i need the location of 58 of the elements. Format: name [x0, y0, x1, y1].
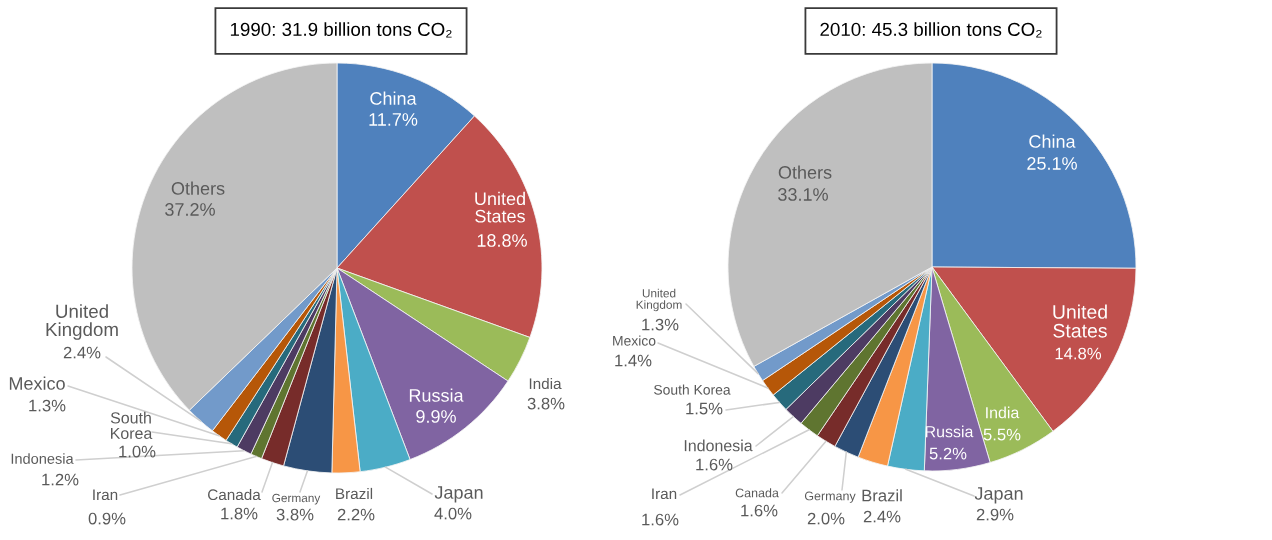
- data-label: 2.4%: [63, 346, 101, 359]
- data-label: 1.5%: [686, 402, 723, 415]
- data-label: 5.5%: [983, 428, 1021, 441]
- data-label: 1.2%: [42, 473, 79, 486]
- data-label: 2.0%: [807, 512, 845, 525]
- slice-label: Canada: [208, 488, 261, 501]
- data-label: 11.7%: [369, 113, 418, 126]
- slice-label: Indonesia: [11, 453, 74, 464]
- data-label: 14.8%: [1055, 347, 1102, 360]
- slice-label: Indonesia: [684, 439, 753, 452]
- slice-label: United States: [475, 191, 525, 223]
- slice-label: Others: [171, 181, 225, 195]
- data-label: 25.1%: [1027, 157, 1077, 170]
- slice-label: China: [370, 91, 417, 105]
- data-label: 1.3%: [642, 318, 679, 331]
- slice-label: Japan: [434, 486, 483, 503]
- slice-label: China: [1029, 134, 1076, 148]
- data-label: 1.6%: [642, 513, 679, 526]
- data-label: 2.2%: [337, 508, 375, 521]
- data-label: 18.8%: [477, 234, 527, 247]
- data-label: 5.2%: [929, 447, 967, 460]
- data-label: 1.3%: [29, 399, 66, 412]
- data-label: 1.8%: [221, 507, 258, 520]
- slice-label: South Korea: [110, 411, 153, 440]
- data-label: 1.4%: [615, 354, 652, 367]
- data-label: 4.0%: [434, 507, 472, 520]
- chart-title: 1990: 31.9 billion tons CO₂: [230, 22, 452, 38]
- slice-label: Russia: [925, 425, 974, 438]
- slice-label: United States: [1053, 304, 1107, 338]
- slice-label: Mexico: [613, 335, 656, 346]
- slice-label: Mexico: [9, 376, 65, 390]
- data-label: 1.0%: [119, 445, 156, 458]
- slice-label: Germany: [804, 491, 856, 503]
- slice-label: Japan: [974, 487, 1023, 504]
- slice-label: Iran: [652, 488, 677, 500]
- data-label: 33.1%: [778, 188, 828, 201]
- slice-label: Iran: [93, 489, 118, 501]
- data-label: 9.9%: [416, 410, 456, 423]
- chart-title: 2010: 45.3 billion tons CO₂: [820, 22, 1042, 38]
- data-label: 3.8%: [527, 397, 565, 410]
- slice-label: Brazil: [336, 487, 373, 500]
- slice-label: Others: [778, 165, 832, 179]
- data-label: 3.8%: [276, 508, 314, 521]
- data-label: 0.9%: [88, 512, 126, 525]
- data-label: 2.4%: [863, 510, 901, 523]
- slice-label: South Korea: [654, 384, 731, 395]
- slice-label: United Kingdom: [636, 288, 682, 312]
- slice-label: India: [529, 377, 562, 390]
- data-label: 1.6%: [696, 458, 733, 471]
- slice-label: India: [986, 406, 1020, 419]
- data-label: 1.6%: [741, 504, 778, 517]
- slice-label: United Kingdom: [46, 304, 118, 340]
- slice-label: Brazil: [862, 489, 902, 502]
- slice-label: Canada: [735, 488, 779, 498]
- slice-label: Germany: [272, 493, 321, 505]
- data-label: 2.9%: [976, 508, 1014, 521]
- slice-label: Russia: [409, 388, 464, 402]
- data-label: 37.2%: [165, 203, 215, 216]
